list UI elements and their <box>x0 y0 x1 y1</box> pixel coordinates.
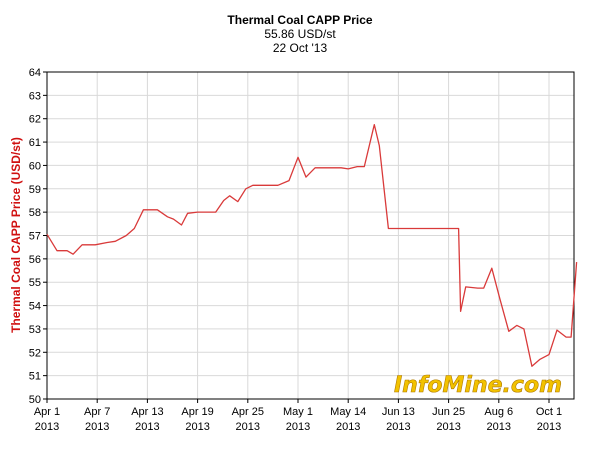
x-tick-label: May 14 <box>330 406 366 418</box>
x-tick-year: 2013 <box>537 421 561 433</box>
y-tick-label: 60 <box>29 160 41 172</box>
x-tick-label: Apr 1 <box>34 406 60 418</box>
x-tick-label: May 1 <box>283 406 313 418</box>
x-tick-label: Apr 13 <box>131 406 163 418</box>
x-tick-label: Jun 25 <box>432 406 465 418</box>
x-tick-label: Aug 6 <box>484 406 513 418</box>
y-tick-label: 62 <box>29 114 41 126</box>
x-tick-year: 2013 <box>386 421 410 433</box>
y-tick-label: 61 <box>29 137 41 149</box>
x-tick-year: 2013 <box>236 421 260 433</box>
y-tick-label: 50 <box>29 394 41 406</box>
price-date: 22 Oct '13 <box>272 41 328 55</box>
x-tick-label: Apr 19 <box>181 406 213 418</box>
x-tick-label: Apr 25 <box>232 406 264 418</box>
x-tick-label: Apr 7 <box>84 406 110 418</box>
chart-title: Thermal Coal CAPP Price <box>227 13 373 27</box>
y-tick-label: 56 <box>29 254 41 266</box>
y-tick-label: 63 <box>29 90 41 102</box>
y-tick-label: 64 <box>29 67 41 79</box>
x-tick-label: Jun 13 <box>382 406 415 418</box>
series <box>46 123 578 367</box>
x-tick-label: Oct 1 <box>536 406 562 418</box>
price-line <box>46 123 578 367</box>
y-tick-label: 52 <box>29 347 41 359</box>
y-ticks: 50 51 52 53 54 55 56 57 58 59 60 61 62 63 64 <box>29 67 47 406</box>
x-tick-year: 2013 <box>436 421 460 433</box>
x-tick-year: 2013 <box>135 421 159 433</box>
y-tick-label: 53 <box>29 324 41 336</box>
x-tick-year: 2013 <box>85 421 109 433</box>
current-price: 55.86 USD/st <box>264 27 336 41</box>
y-tick-label: 57 <box>29 231 41 243</box>
watermark-logo: InfoMine.com <box>394 373 562 398</box>
y-tick-label: 51 <box>29 371 41 383</box>
x-tick-year: 2013 <box>336 421 360 433</box>
y-tick-label: 55 <box>29 277 41 289</box>
x-tick-year: 2013 <box>185 421 209 433</box>
y-tick-label: 58 <box>29 207 41 219</box>
x-ticks: Apr 1 2013 Apr 7 2013 Apr 13 2013 Apr 19 2013 Ap… <box>34 399 562 433</box>
y-tick-label: 54 <box>29 301 41 313</box>
y-axis-label: Thermal Coal CAPP Price (USD/st) <box>9 137 23 333</box>
x-tick-year: 2013 <box>286 421 310 433</box>
x-tick-year: 2013 <box>487 421 511 433</box>
y-tick-label: 59 <box>29 184 41 196</box>
x-tick-year: 2013 <box>35 421 59 433</box>
